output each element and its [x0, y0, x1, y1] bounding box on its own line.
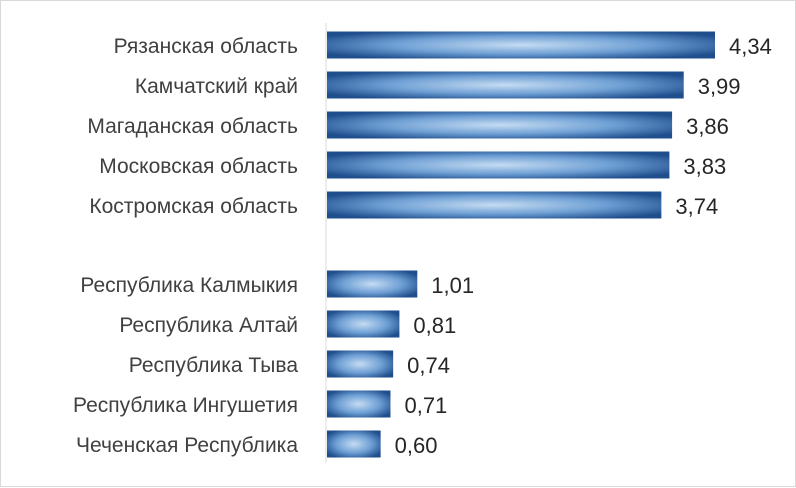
value-label: 0,71	[404, 393, 447, 418]
bar	[327, 151, 670, 179]
value-label: 0,81	[413, 313, 456, 338]
value-label: 1,01	[431, 273, 474, 298]
value-label: 0,74	[407, 353, 450, 378]
bar	[327, 270, 418, 298]
category-label: Республика Калмыкия	[80, 274, 298, 297]
category-label: Республика Алтай	[119, 314, 298, 337]
category-label: Республика Тыва	[129, 354, 299, 377]
category-label: Костромская область	[89, 195, 298, 218]
category-label: Чеченская Республика	[76, 434, 298, 457]
value-label: 3,83	[683, 154, 726, 179]
bar	[327, 310, 400, 338]
bar	[327, 430, 381, 458]
category-label: Республика Ингушетия	[73, 394, 298, 417]
bar	[327, 31, 715, 59]
value-label: 3,86	[686, 114, 729, 139]
bar	[327, 191, 662, 219]
category-label: Рязанская область	[114, 35, 298, 58]
value-label: 3,74	[675, 194, 718, 219]
category-label: Московская область	[99, 155, 298, 178]
bar	[327, 71, 684, 99]
category-label: Магаданская область	[87, 115, 298, 138]
value-label: 0,60	[395, 433, 438, 458]
value-label: 4,34	[729, 34, 772, 59]
bar	[327, 350, 394, 378]
value-label: 3,99	[698, 74, 741, 99]
bar	[327, 111, 673, 139]
bar	[327, 390, 391, 418]
category-label: Камчатский край	[135, 75, 298, 98]
